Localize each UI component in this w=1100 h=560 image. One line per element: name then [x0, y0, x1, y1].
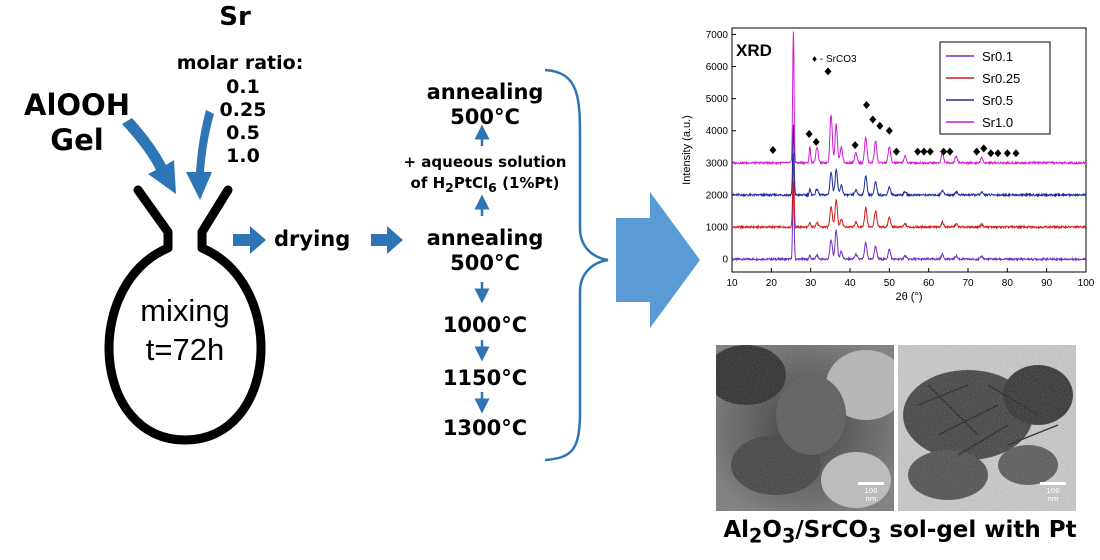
- sr-label: Sr: [219, 2, 251, 32]
- flask-label: mixing t=72h: [140, 293, 230, 367]
- chart-plot-frame: [731, 27, 1087, 273]
- srco3-marker: [851, 141, 859, 150]
- xrd-chart: 10 20 30 40 50 60 70 80 90 1000100020003000400050…: [681, 27, 1095, 303]
- tem-scale-bar: 100 nm: [858, 482, 884, 503]
- srco3-marker: [812, 137, 820, 146]
- x-tick-label: 40: [844, 278, 856, 289]
- y-tick-label: 7000: [706, 30, 729, 41]
- srco3-marker: [769, 146, 777, 154]
- y-tick-label: 6000: [706, 62, 729, 73]
- srco3-marker: [876, 121, 884, 130]
- srco3-marker: [805, 129, 813, 138]
- temp-step: 1150°C: [442, 366, 528, 390]
- ratio-value: 0.25: [219, 99, 267, 121]
- x-tick-label: 20: [766, 278, 778, 289]
- legend-entry: Sr0.25: [982, 71, 1020, 86]
- drying-label: drying: [274, 227, 351, 251]
- srco3-marker: [824, 67, 832, 76]
- chart-title: XRD: [736, 41, 772, 60]
- x-tick-label: 30: [805, 278, 817, 289]
- x-tick-label: 60: [923, 278, 935, 289]
- srco3-marker: [994, 149, 1002, 158]
- sr-arrow-icon: [186, 110, 214, 200]
- y-tick-label: 1000: [706, 223, 729, 234]
- legend-entry: Sr0.5: [982, 93, 1013, 108]
- x-tick-label: 90: [1041, 278, 1053, 289]
- series-line-Sr0.5: [731, 124, 1087, 198]
- srco3-marker: [926, 147, 934, 156]
- big-arrow-icon: [616, 192, 700, 328]
- final-caption: Al2O3/SrCO3 sol-gel with Pt: [723, 517, 1077, 548]
- tem-image-right: 100 nm: [898, 345, 1076, 511]
- x-tick-label: 70: [962, 278, 974, 289]
- srco3-marker: [885, 126, 893, 135]
- legend-entry: Sr1.0: [982, 115, 1013, 130]
- series-line-Sr0.25: [731, 153, 1087, 230]
- srco3-marker: [973, 147, 981, 156]
- x-tick-label: 10: [726, 278, 738, 289]
- x-axis-label: 2θ (°): [895, 291, 922, 303]
- annealing-top-label: annealing 500°C: [426, 80, 544, 129]
- flask-outline: [104, 185, 266, 445]
- y-tick-label: 3000: [706, 158, 729, 169]
- srco3-marker: [863, 101, 871, 110]
- srco3-marker: [946, 147, 954, 156]
- series-line-Sr0.1: [731, 181, 1087, 262]
- alooh-arrow-icon: [122, 118, 176, 194]
- srco3-marker-legend: ♦ - SrCO3: [812, 54, 857, 65]
- srco3-marker: [869, 115, 877, 124]
- aqueous-solution-label: + aqueous solution of H2PtCl6 (1%Pt): [403, 153, 567, 195]
- srco3-marker: [914, 147, 922, 156]
- temp-step: 1000°C: [442, 313, 528, 337]
- srco3-marker: [1012, 149, 1020, 158]
- srco3-marker: [940, 147, 948, 156]
- legend-box: [939, 41, 1051, 135]
- x-tick-label: 50: [884, 278, 896, 289]
- ratio-value: 0.1: [226, 76, 260, 98]
- srco3-marker: [920, 147, 928, 156]
- y-tick-label: 5000: [706, 94, 729, 105]
- tem-image-left: 100 nm: [716, 345, 894, 511]
- annealing-mid-label: annealing 500°C: [426, 226, 544, 275]
- x-tick-label: 80: [1002, 278, 1014, 289]
- legend-entry: Sr0.1: [982, 49, 1013, 64]
- srco3-marker: [892, 147, 900, 156]
- x-tick-label: 100: [1078, 278, 1095, 289]
- y-tick-label: 2000: [706, 190, 729, 201]
- molar-ratio-label: molar ratio:: [176, 52, 304, 74]
- tem-scale-bar: 100 nm: [1040, 482, 1066, 503]
- brace-icon: [544, 68, 609, 462]
- alooh-gel-label: AlOOH Gel: [24, 88, 130, 158]
- series-line-Sr1.0: [731, 31, 1087, 166]
- annealing-arrow-icon: [371, 226, 403, 254]
- srco3-marker: [987, 149, 995, 158]
- y-axis-label: Intensity (a.u.): [681, 115, 693, 185]
- ratio-value: 0.5: [226, 122, 260, 144]
- temp-step: 1300°C: [442, 416, 528, 440]
- y-tick-label: 0: [722, 255, 728, 266]
- ratio-value: 1.0: [226, 145, 260, 167]
- srco3-marker: [1003, 149, 1011, 158]
- srco3-marker: [980, 144, 988, 153]
- drying-arrow-icon: [233, 226, 266, 254]
- y-tick-label: 4000: [706, 126, 729, 137]
